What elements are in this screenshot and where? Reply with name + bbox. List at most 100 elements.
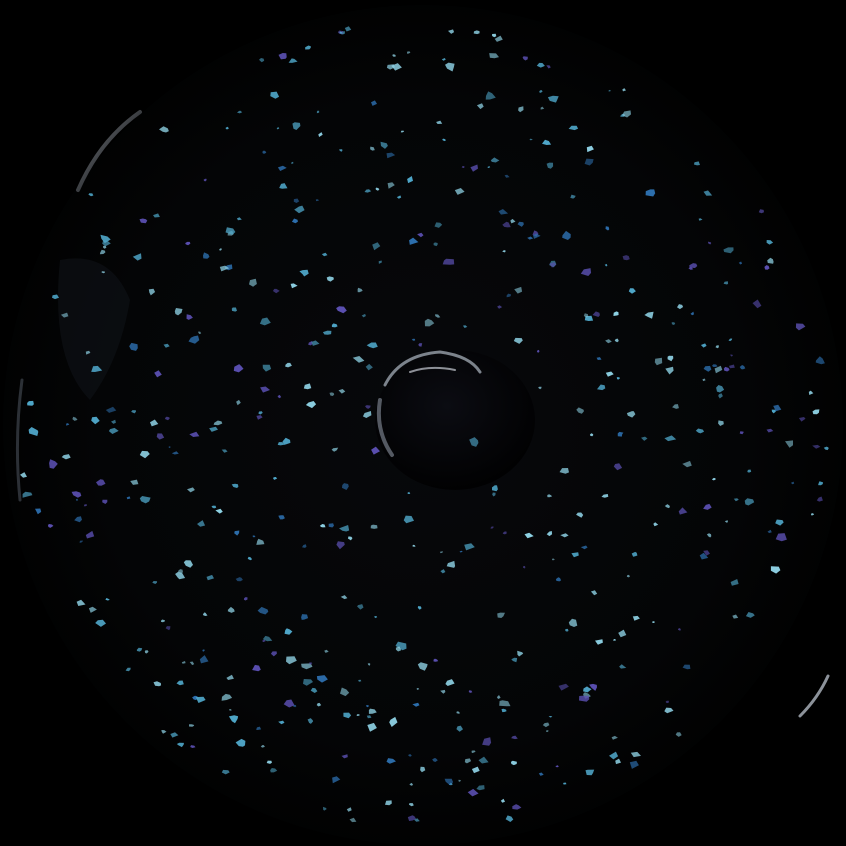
speckle bbox=[510, 760, 517, 766]
speckle bbox=[307, 718, 314, 724]
speckle bbox=[221, 769, 230, 775]
speckle bbox=[469, 437, 479, 447]
speckle bbox=[482, 737, 492, 746]
speckle bbox=[270, 91, 280, 99]
speckle bbox=[203, 252, 210, 259]
speckle bbox=[604, 263, 608, 267]
speckle bbox=[259, 58, 265, 63]
speckle bbox=[791, 481, 795, 485]
speckle bbox=[730, 579, 739, 586]
speckle bbox=[497, 612, 505, 618]
speckle bbox=[496, 695, 501, 699]
speckle bbox=[76, 599, 86, 606]
speckle bbox=[370, 524, 378, 529]
speckle bbox=[716, 385, 725, 393]
speckle bbox=[309, 662, 313, 665]
speckle bbox=[459, 550, 463, 553]
speckle bbox=[198, 331, 202, 335]
speckle bbox=[654, 357, 663, 366]
speckle bbox=[678, 507, 688, 515]
speckle bbox=[66, 423, 70, 426]
speckle bbox=[539, 90, 543, 93]
speckle bbox=[219, 248, 223, 251]
speckle bbox=[613, 311, 619, 316]
speckle bbox=[311, 340, 320, 346]
speckle bbox=[442, 138, 447, 142]
speckle bbox=[150, 419, 159, 427]
speckle bbox=[361, 313, 366, 318]
speckle bbox=[303, 383, 312, 390]
speckle bbox=[72, 416, 78, 421]
speckle bbox=[139, 496, 151, 504]
speckle bbox=[273, 477, 278, 480]
speckle bbox=[340, 595, 348, 600]
speckle bbox=[328, 523, 334, 528]
speckle bbox=[690, 311, 694, 316]
speckle bbox=[195, 696, 206, 703]
speckle bbox=[816, 496, 823, 502]
speckle bbox=[323, 806, 327, 811]
speckle bbox=[283, 699, 295, 708]
speckle bbox=[346, 807, 352, 812]
speckle bbox=[773, 404, 782, 412]
speckle bbox=[470, 164, 478, 172]
speckle bbox=[185, 241, 191, 246]
speckle bbox=[523, 566, 526, 569]
speckle bbox=[517, 221, 524, 227]
speckle bbox=[546, 65, 551, 69]
speckle bbox=[366, 342, 378, 349]
speckle bbox=[538, 386, 542, 390]
speckle bbox=[412, 544, 416, 547]
speckle bbox=[424, 318, 435, 327]
speckle bbox=[728, 338, 733, 342]
speckle bbox=[235, 738, 246, 747]
speckle bbox=[316, 110, 320, 114]
speckle bbox=[256, 415, 263, 420]
speckle bbox=[262, 150, 267, 154]
speckle bbox=[510, 218, 516, 224]
speckle bbox=[189, 661, 195, 666]
speckle bbox=[416, 688, 420, 690]
speckle bbox=[552, 558, 555, 561]
speckle bbox=[278, 720, 285, 725]
speckle bbox=[396, 195, 402, 199]
speckle bbox=[277, 442, 285, 446]
speckle bbox=[266, 760, 272, 764]
speckle bbox=[211, 505, 217, 509]
speckle bbox=[130, 479, 139, 485]
speckle bbox=[358, 679, 362, 682]
speckle bbox=[617, 431, 624, 437]
speckle bbox=[303, 679, 313, 686]
speckle bbox=[409, 237, 419, 245]
speckle bbox=[771, 409, 776, 414]
speckle bbox=[257, 606, 269, 615]
speckle bbox=[315, 199, 320, 202]
speckle bbox=[795, 323, 806, 331]
speckle bbox=[775, 519, 784, 526]
speckle bbox=[367, 663, 371, 666]
speckle bbox=[260, 745, 265, 748]
speckle bbox=[435, 314, 441, 318]
speckle bbox=[441, 58, 446, 61]
speckle bbox=[371, 446, 380, 455]
speckle bbox=[371, 100, 377, 106]
speckle bbox=[718, 420, 724, 426]
speckle bbox=[492, 485, 498, 492]
speckle bbox=[745, 612, 755, 618]
speckle bbox=[252, 535, 256, 538]
speckle bbox=[499, 700, 511, 707]
speckle bbox=[586, 145, 594, 153]
center-well-highlight bbox=[383, 350, 482, 387]
speckle bbox=[501, 708, 507, 713]
speckle bbox=[744, 498, 755, 506]
speckle bbox=[613, 463, 623, 471]
speckle bbox=[256, 726, 262, 730]
speckle bbox=[454, 188, 465, 195]
speckle bbox=[605, 371, 614, 377]
speckle bbox=[293, 198, 300, 203]
speckle bbox=[342, 483, 349, 490]
speckle bbox=[365, 363, 373, 371]
speckle bbox=[502, 250, 506, 253]
speckle bbox=[580, 268, 592, 276]
speckle bbox=[652, 621, 655, 623]
